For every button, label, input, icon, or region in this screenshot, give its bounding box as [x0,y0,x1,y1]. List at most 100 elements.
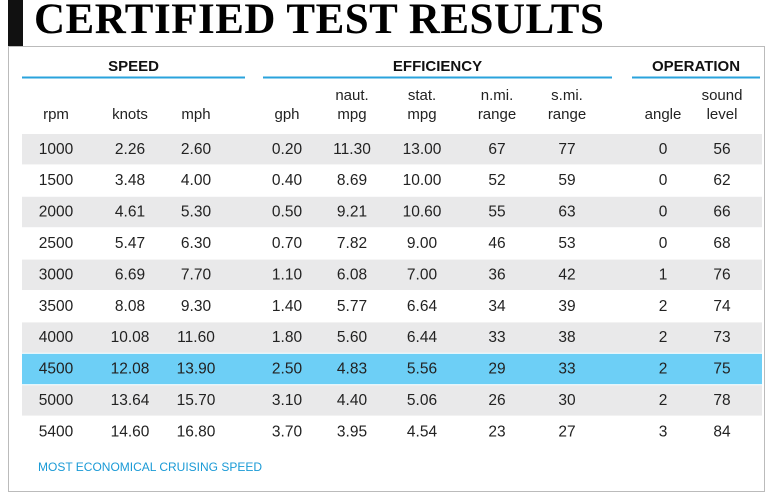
column-header: gph [274,106,299,123]
cell: 23 [488,423,505,440]
cell: 3.10 [272,392,303,409]
cell: 34 [488,298,506,315]
column-header: stat. [408,87,436,104]
cell: 3.95 [337,423,367,440]
cell: 8.69 [337,172,367,189]
card-border [8,46,765,492]
cell: 4.54 [407,423,438,440]
cell: 0 [659,172,668,189]
cell: 0 [659,204,668,221]
cell: 2.26 [115,141,145,158]
cell: 4500 [39,361,74,378]
cell: 5.77 [337,298,367,315]
cell: 36 [488,266,505,283]
cell: 2500 [39,235,74,252]
row-background [22,196,762,228]
cell: 5.47 [115,235,145,252]
cell: 62 [713,172,730,189]
column-header: naut. [335,87,368,104]
cell: 1000 [39,141,74,158]
cell: 76 [713,266,730,283]
cell: 4000 [39,329,74,346]
cell: 16.80 [177,423,216,440]
column-header: s.mi. [551,87,583,104]
cell: 84 [713,423,731,440]
cell: 11.60 [177,329,215,346]
cell: 52 [488,172,505,189]
cell: 75 [713,361,730,378]
title-bar [8,0,23,47]
cell: 0.70 [272,235,303,252]
cell: 5400 [39,423,74,440]
cell: 66 [713,204,730,221]
cell: 1.40 [272,298,303,315]
cell: 5.56 [407,361,437,378]
cell: 6.64 [407,298,438,315]
cell: 2 [659,392,668,409]
cell: 29 [488,361,505,378]
column-header: range [478,106,516,123]
cell: 3.70 [272,423,303,440]
row-background [22,353,762,385]
cell: 77 [558,141,575,158]
title: CERTIFIED TEST RESULTS [34,0,604,43]
cell: 2 [659,298,668,315]
column-header: mpg [337,106,366,123]
group-header: OPERATION [652,58,740,75]
cell: 10.60 [403,204,442,221]
row-background [22,134,762,165]
cell: 15.70 [177,392,216,409]
cell: 10.00 [403,172,442,189]
cell: 13.00 [403,141,442,158]
cell: 63 [558,204,575,221]
cell: 6.08 [337,266,367,283]
cell: 5.60 [337,329,368,346]
cell: 13.64 [111,392,150,409]
cell: 59 [558,172,575,189]
cell: 56 [713,141,730,158]
group-header: EFFICIENCY [393,58,482,75]
cell: 6.44 [407,329,438,346]
cell: 7.70 [181,266,212,283]
cell: 1 [659,266,668,283]
cell: 73 [713,329,730,346]
cell: 13.90 [177,361,216,378]
cell: 8.08 [115,298,145,315]
cell: 7.00 [407,266,438,283]
row-background [22,165,762,196]
cell: 2 [659,361,668,378]
cell: 3 [659,423,668,440]
column-header: mpg [407,106,436,123]
cell: 46 [488,235,505,252]
cell: 33 [488,329,505,346]
cell: 12.08 [111,361,150,378]
cell: 6.69 [115,266,145,283]
cell: 2000 [39,204,74,221]
cell: 2 [659,329,668,346]
cell: 30 [558,392,576,409]
cell: 11.30 [333,141,371,158]
cell: 33 [558,361,575,378]
cell: 4.83 [337,361,367,378]
cell: 55 [488,204,505,221]
column-header: sound [702,87,743,104]
cell: 7.82 [337,235,367,252]
column-header: mph [181,106,210,123]
cell: 9.00 [407,235,438,252]
column-header: range [548,106,586,123]
row-background [22,228,762,259]
cell: 38 [558,329,575,346]
cell: 2.50 [272,361,303,378]
results-table: SPEED EFFICIENCY OPERATION rpm knots mph gph na… [22,58,762,447]
column-header: angle [645,106,682,123]
cell: 9.30 [181,298,212,315]
cell: 68 [713,235,730,252]
cell: 14.60 [111,423,150,440]
cell: 4.40 [337,392,368,409]
cell: 27 [558,423,575,440]
cell: 5.06 [407,392,437,409]
row-background [22,385,762,416]
cell: 2.60 [181,141,212,158]
cell: 0 [659,141,668,158]
